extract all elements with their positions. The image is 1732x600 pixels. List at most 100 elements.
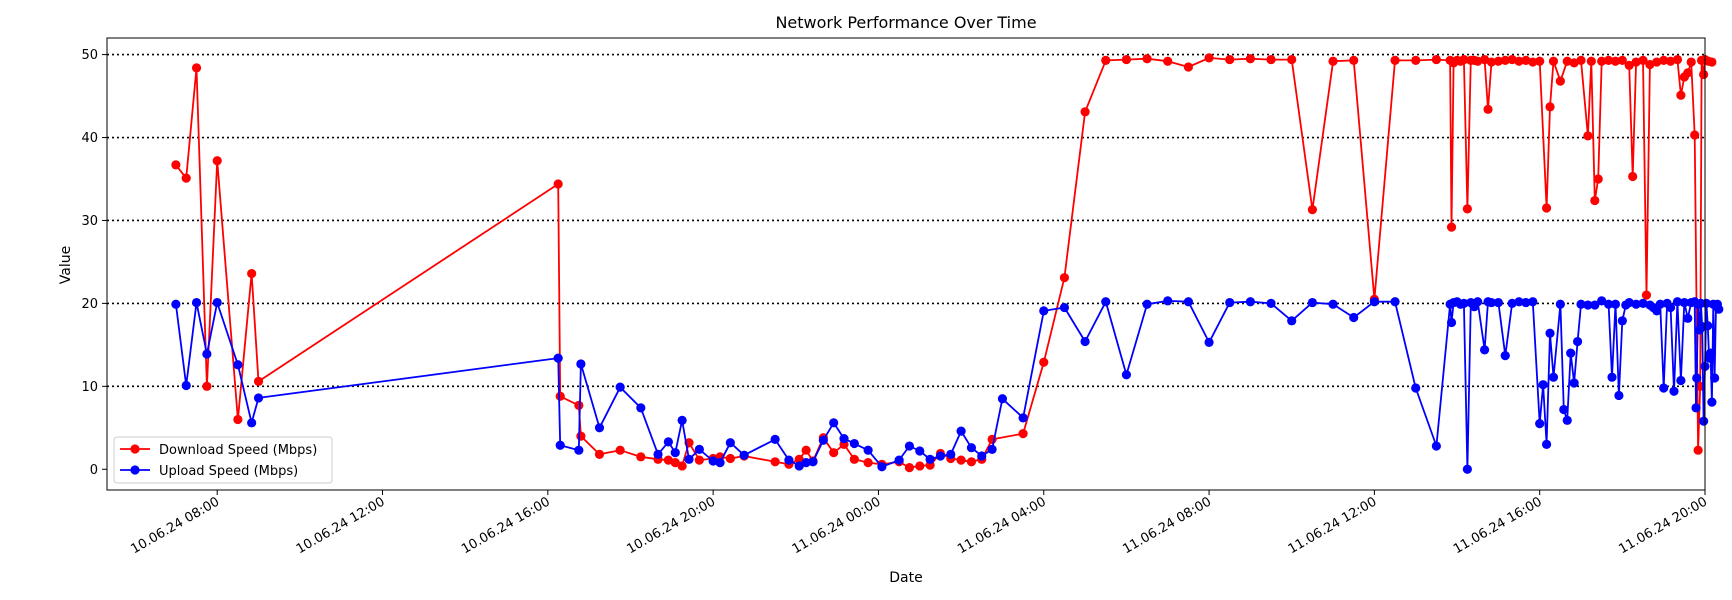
data-point bbox=[1535, 419, 1545, 429]
data-point bbox=[1686, 57, 1696, 67]
legend: Download Speed (Mbps) Upload Speed (Mbps) bbox=[113, 436, 333, 484]
data-point bbox=[1586, 56, 1596, 66]
chart-title: Network Performance Over Time bbox=[775, 13, 1036, 32]
plot-area: 0 10 20 30 40 50 10.06.24 08:00 10.06.24 12:00 1… bbox=[81, 37, 1724, 557]
data-point bbox=[574, 400, 584, 411]
data-point bbox=[715, 458, 725, 468]
data-point bbox=[1101, 55, 1111, 65]
data-point bbox=[1411, 55, 1421, 65]
data-point bbox=[801, 458, 811, 468]
data-point bbox=[1245, 297, 1255, 307]
legend-marker bbox=[130, 465, 140, 475]
series-upload bbox=[171, 296, 1724, 474]
data-point bbox=[1545, 102, 1555, 112]
data-point bbox=[794, 454, 804, 464]
data-point bbox=[784, 455, 794, 465]
data-point bbox=[987, 444, 997, 454]
data-point bbox=[1479, 345, 1490, 355]
data-point bbox=[1121, 54, 1132, 65]
data-point bbox=[839, 433, 849, 444]
x-tick-label: 10.06.24 20:00 bbox=[624, 494, 718, 557]
data-point bbox=[1528, 57, 1538, 67]
data-point bbox=[808, 457, 818, 467]
data-point bbox=[677, 415, 687, 425]
data-point bbox=[1507, 298, 1517, 308]
data-point bbox=[576, 359, 586, 369]
data-point bbox=[1142, 54, 1152, 64]
data-point bbox=[863, 458, 873, 468]
data-point bbox=[694, 444, 704, 454]
data-point bbox=[1590, 300, 1600, 310]
data-point bbox=[1665, 56, 1676, 66]
data-point bbox=[1603, 55, 1614, 65]
data-point bbox=[1059, 302, 1070, 313]
data-point bbox=[1576, 55, 1586, 65]
data-point bbox=[1183, 297, 1194, 307]
data-point bbox=[1638, 298, 1648, 308]
data-point bbox=[1411, 383, 1421, 393]
data-point bbox=[794, 461, 804, 471]
data-point bbox=[1555, 299, 1565, 309]
data-point bbox=[653, 449, 663, 459]
data-point bbox=[181, 380, 191, 391]
data-point bbox=[1610, 56, 1621, 66]
data-point bbox=[253, 393, 264, 403]
y-tick-label: 20 bbox=[81, 297, 98, 312]
data-point bbox=[212, 156, 222, 166]
data-point bbox=[1390, 297, 1400, 307]
data-point bbox=[1590, 195, 1600, 206]
data-point bbox=[1225, 297, 1235, 308]
data-point bbox=[877, 462, 887, 472]
data-point bbox=[1631, 299, 1641, 309]
data-point bbox=[1628, 171, 1638, 182]
y-tick-label: 0 bbox=[90, 463, 98, 478]
data-point bbox=[1672, 297, 1683, 307]
data-point bbox=[1610, 299, 1621, 309]
data-point bbox=[1328, 299, 1338, 309]
data-point bbox=[1655, 299, 1665, 309]
data-point bbox=[966, 443, 977, 453]
data-point bbox=[1459, 298, 1469, 308]
data-point bbox=[1701, 298, 1711, 308]
data-point bbox=[1462, 204, 1472, 214]
data-point bbox=[1693, 445, 1703, 455]
data-point bbox=[1548, 372, 1559, 382]
data-point bbox=[1349, 312, 1359, 323]
data-point bbox=[594, 423, 605, 433]
y-axis-label: Value bbox=[58, 246, 74, 284]
data-point bbox=[1641, 290, 1652, 300]
data-point bbox=[1459, 54, 1469, 65]
x-tick-label: 10.06.24 16:00 bbox=[459, 494, 553, 557]
data-point bbox=[1683, 68, 1693, 78]
data-point bbox=[1566, 348, 1576, 358]
data-point bbox=[202, 349, 212, 359]
data-point bbox=[1121, 370, 1132, 380]
data-point bbox=[1583, 300, 1593, 310]
data-point bbox=[677, 461, 687, 471]
data-point bbox=[1473, 56, 1483, 66]
data-point bbox=[1183, 62, 1194, 72]
data-point bbox=[1603, 299, 1614, 309]
series-line bbox=[175, 57, 1713, 469]
data-point bbox=[1545, 328, 1555, 338]
data-point bbox=[1569, 378, 1579, 388]
data-point bbox=[1535, 56, 1545, 66]
data-point bbox=[925, 454, 935, 464]
data-point bbox=[1431, 54, 1441, 65]
data-point bbox=[555, 391, 565, 401]
data-point bbox=[1593, 174, 1603, 184]
x-tick-label: 11.06.24 16:00 bbox=[1451, 494, 1545, 557]
data-point bbox=[1266, 54, 1276, 65]
legend-label: Upload Speed (Mbps) bbox=[159, 464, 298, 479]
data-point bbox=[1204, 337, 1214, 347]
data-point bbox=[1521, 297, 1531, 308]
data-point bbox=[1699, 69, 1709, 80]
data-point bbox=[708, 456, 718, 466]
data-point bbox=[171, 160, 181, 170]
data-point bbox=[956, 426, 966, 436]
plot-frame bbox=[106, 37, 1706, 491]
data-point bbox=[1665, 302, 1676, 313]
data-point bbox=[1638, 55, 1648, 65]
data-point bbox=[1080, 336, 1090, 347]
